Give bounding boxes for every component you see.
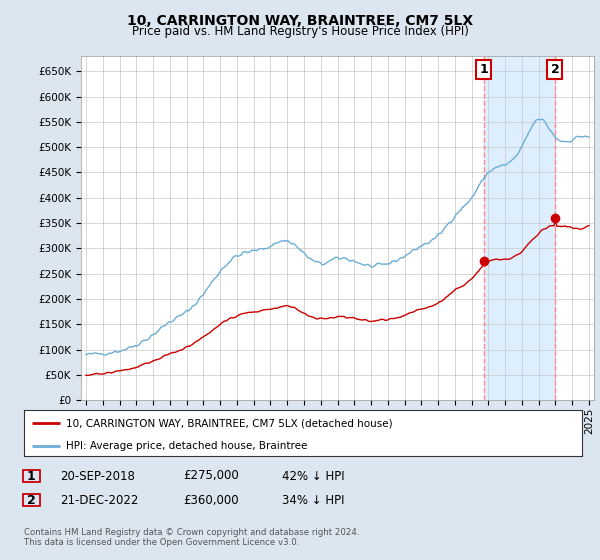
Text: £275,000: £275,000 bbox=[183, 469, 239, 483]
Text: 20-SEP-2018: 20-SEP-2018 bbox=[60, 469, 135, 483]
Text: 10, CARRINGTON WAY, BRAINTREE, CM7 5LX: 10, CARRINGTON WAY, BRAINTREE, CM7 5LX bbox=[127, 14, 473, 28]
Text: 2: 2 bbox=[27, 493, 35, 507]
Text: 34% ↓ HPI: 34% ↓ HPI bbox=[282, 493, 344, 507]
Text: £360,000: £360,000 bbox=[183, 493, 239, 507]
Text: 1: 1 bbox=[27, 469, 35, 483]
Text: 1: 1 bbox=[479, 63, 488, 76]
Text: 10, CARRINGTON WAY, BRAINTREE, CM7 5LX (detached house): 10, CARRINGTON WAY, BRAINTREE, CM7 5LX (… bbox=[66, 418, 392, 428]
Text: HPI: Average price, detached house, Braintree: HPI: Average price, detached house, Brai… bbox=[66, 441, 307, 451]
Bar bbox=[484, 56, 555, 400]
Text: 21-DEC-2022: 21-DEC-2022 bbox=[60, 493, 139, 507]
Text: Contains HM Land Registry data © Crown copyright and database right 2024.
This d: Contains HM Land Registry data © Crown c… bbox=[24, 528, 359, 547]
Text: 2: 2 bbox=[551, 63, 559, 76]
Text: 42% ↓ HPI: 42% ↓ HPI bbox=[282, 469, 344, 483]
Text: Price paid vs. HM Land Registry's House Price Index (HPI): Price paid vs. HM Land Registry's House … bbox=[131, 25, 469, 38]
